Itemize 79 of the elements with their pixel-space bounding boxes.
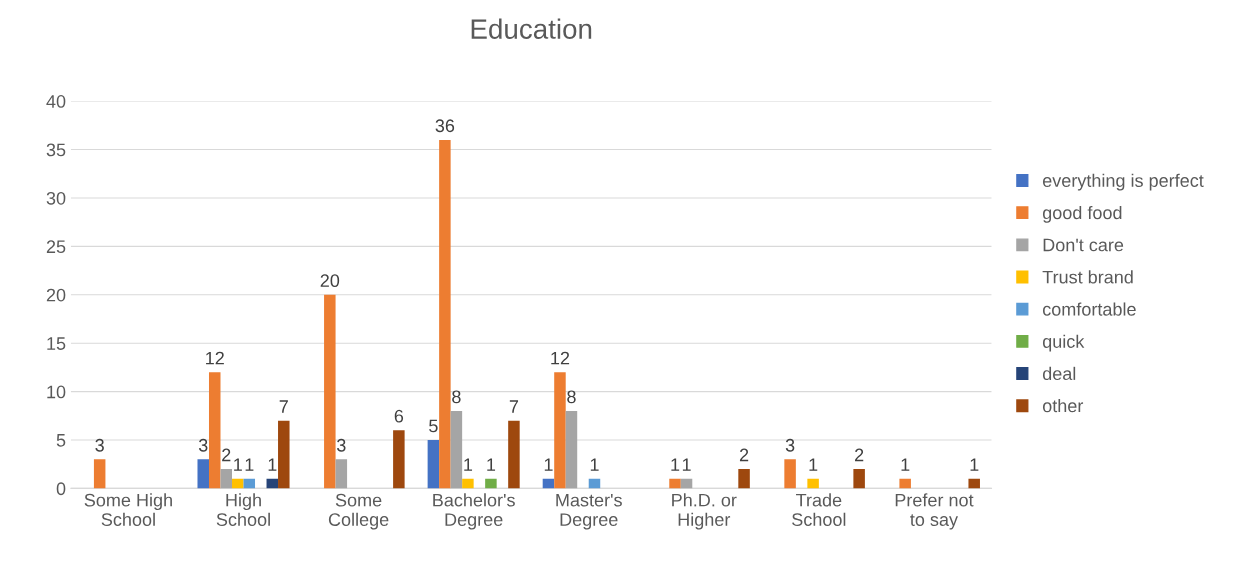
bar: [784, 459, 796, 489]
x-tick-label: Bachelor's Degree: [433, 493, 515, 530]
data-label: 8: [567, 390, 576, 404]
y-tick-label: 25: [46, 240, 66, 254]
bar: [738, 469, 750, 489]
data-label: 2: [739, 448, 749, 462]
data-label: 20: [320, 274, 340, 288]
data-label: 1: [901, 458, 910, 471]
data-label: 1: [464, 458, 473, 471]
data-label: 3: [785, 438, 795, 452]
x-tick-label: Some High School: [84, 493, 172, 526]
data-label: 3: [336, 438, 346, 452]
data-label: 5: [429, 419, 438, 433]
y-tick-label: 15: [47, 337, 66, 350]
legend-label: deal: [1042, 366, 1076, 381]
bar: [669, 478, 681, 489]
chart-title: Education: [471, 18, 592, 39]
bar: [208, 372, 221, 489]
y-tick-label: 10: [47, 385, 66, 399]
data-label: 7: [509, 400, 519, 413]
x-tick-label: High School: [216, 493, 270, 526]
bar: [439, 139, 451, 489]
data-label: 3: [95, 438, 104, 452]
x-tick-label: Master's Degree: [556, 493, 622, 530]
bar: [93, 459, 106, 489]
bar: [968, 478, 980, 489]
data-label: 6: [394, 409, 404, 423]
data-label: 2: [222, 448, 231, 462]
data-label: 7: [279, 400, 288, 413]
y-tick-label: 0: [56, 482, 66, 496]
legend-label: quick: [1042, 334, 1085, 352]
data-label: 1: [970, 458, 979, 471]
legend-label: other: [1042, 398, 1084, 413]
legend-label: everything is perfect: [1042, 173, 1204, 191]
data-label: 1: [590, 458, 599, 471]
legend-label: comfortable: [1042, 302, 1136, 316]
bar: [335, 459, 348, 489]
legend-label: Trust brand: [1042, 270, 1133, 284]
bar: [485, 478, 497, 489]
data-label: 12: [551, 351, 570, 365]
bar: [197, 459, 209, 489]
y-tick-label: 20: [46, 288, 66, 302]
data-label: 1: [268, 458, 277, 471]
data-label: 1: [245, 458, 254, 471]
bar: [220, 469, 233, 489]
y-tick-label: 5: [56, 434, 66, 447]
bar: [853, 469, 865, 489]
x-tick-label: Ph.D. or Higher: [672, 493, 737, 530]
data-label: 2: [855, 448, 864, 462]
data-label: 1: [234, 458, 242, 471]
data-label: 3: [198, 438, 208, 452]
data-label: 1: [809, 458, 818, 471]
bar: [427, 440, 440, 489]
bar: [807, 478, 819, 489]
data-label: 12: [206, 351, 224, 365]
bar: [278, 420, 290, 489]
bar: [393, 430, 405, 489]
y-tick-label: 30: [46, 191, 66, 205]
x-tick-label: Prefer not to say: [895, 493, 974, 530]
x-tick-label: Some College: [328, 493, 389, 530]
bar: [899, 478, 911, 489]
legend-label: good food: [1042, 205, 1122, 223]
y-tick-label: 35: [46, 143, 66, 157]
data-label: 1: [682, 458, 691, 471]
data-label: 1: [487, 458, 496, 471]
bar: [462, 478, 474, 489]
data-label: 8: [452, 390, 461, 404]
bar: [554, 372, 566, 489]
bar: [232, 478, 244, 489]
legend-label: Don't care: [1043, 238, 1124, 252]
bar: [450, 410, 463, 489]
data-label: 1: [544, 458, 553, 471]
bar: [565, 410, 578, 489]
y-tick-label: 40: [46, 95, 66, 108]
data-label: 1: [671, 458, 680, 471]
x-tick-label: Trade School: [792, 493, 846, 526]
bar: [508, 420, 520, 489]
data-label: 36: [435, 119, 455, 133]
bar: [324, 294, 336, 489]
